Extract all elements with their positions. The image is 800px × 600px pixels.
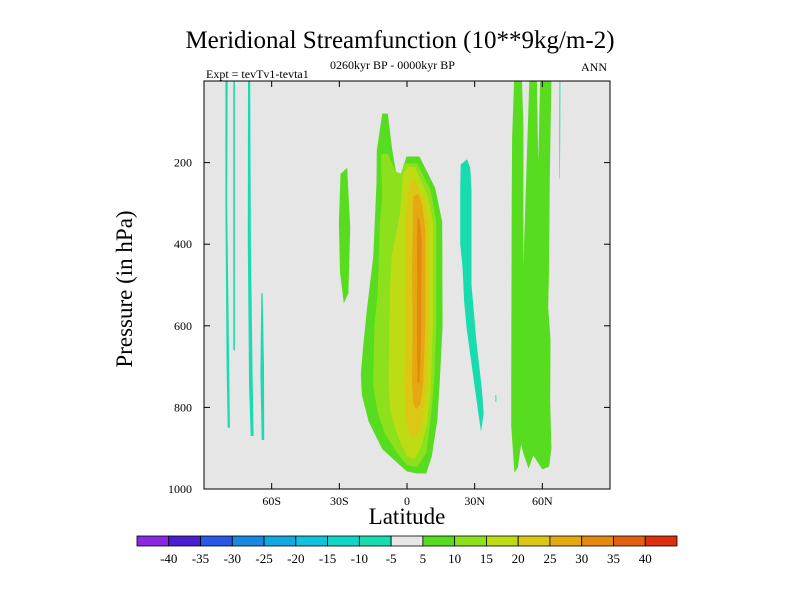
colorbar-swatch [613,535,646,547]
contour-region [260,293,265,440]
colorbar-swatch [422,535,456,547]
colorbar-swatch [486,535,519,547]
colorbar-swatch [644,535,678,547]
contour-region [247,81,254,436]
colorbar-label: -30 [224,551,241,566]
colorbar-swatch [200,535,233,547]
chart-title: Meridional Streamfunction (10**9kg/m-2) [185,27,615,54]
x-tick-label: 30S [330,494,349,508]
colorbar-swatch [327,535,360,547]
colorbar-label: -20 [287,551,304,566]
colorbar-label: 20 [512,551,525,566]
y-axis-label: Pressure (in hPa) [112,210,137,368]
colorbar-swatch [517,535,551,547]
contour-region [416,216,422,383]
contour-region [338,167,351,304]
colorbar-label: -10 [351,551,368,566]
y-tick-label: 600 [174,319,192,333]
contour-regions [204,81,610,489]
colorbar-swatch [136,535,170,547]
colorbar-label: 40 [639,551,652,566]
x-tick-label: 60S [262,494,281,508]
contour-region [559,81,561,179]
colorbar-swatch [231,535,265,547]
x-tick-label: 0 [404,494,410,508]
colorbar-label: 10 [448,551,461,566]
x-tick-label: 60N [532,494,553,508]
axis-ticks: 60S 30S 0 30N 60N 200 400 600 800 1000 [168,81,610,508]
colorbar-swatch [263,535,297,547]
colorbar-swatch [295,535,328,547]
colorbar-label: -5 [386,551,397,566]
colorbar-label: -35 [192,551,209,566]
experiment-label: Expt = tevTv1-tevta1 [206,67,309,81]
colorbar-swatch [581,535,614,547]
period-label: 0260kyr BP - 0000kyr BP [330,58,455,72]
y-tick-label: 400 [174,237,192,251]
contour-region [511,81,552,473]
colorbar-swatch [390,535,424,547]
contour-region [233,81,235,351]
colorbar-label: -25 [255,551,272,566]
colorbar-swatch [168,535,201,547]
contour-region [495,395,497,402]
x-tick-label: 30N [464,494,485,508]
y-tick-label: 1000 [168,482,192,496]
colorbar-label: 30 [575,551,588,566]
colorbar: -40 -35 -30 -25 -20 -15 -10 -5 5 10 15 20 25 30 35 40 [136,535,678,566]
colorbar-label: -15 [319,551,336,566]
colorbar-label: 5 [420,551,427,566]
colorbar-label: 25 [543,551,556,566]
y-tick-label: 200 [174,156,192,170]
colorbar-swatch [549,535,583,547]
colorbar-swatch [454,535,487,547]
season-label: ANN [581,60,607,74]
colorbar-label: 35 [607,551,620,566]
contour-region [460,159,484,432]
colorbar-label: 15 [480,551,493,566]
colorbar-label: -40 [160,551,177,566]
colorbar-swatch [358,535,392,547]
y-tick-label: 800 [174,400,192,414]
contour-region [225,81,230,428]
x-axis-label: Latitude [368,504,446,529]
